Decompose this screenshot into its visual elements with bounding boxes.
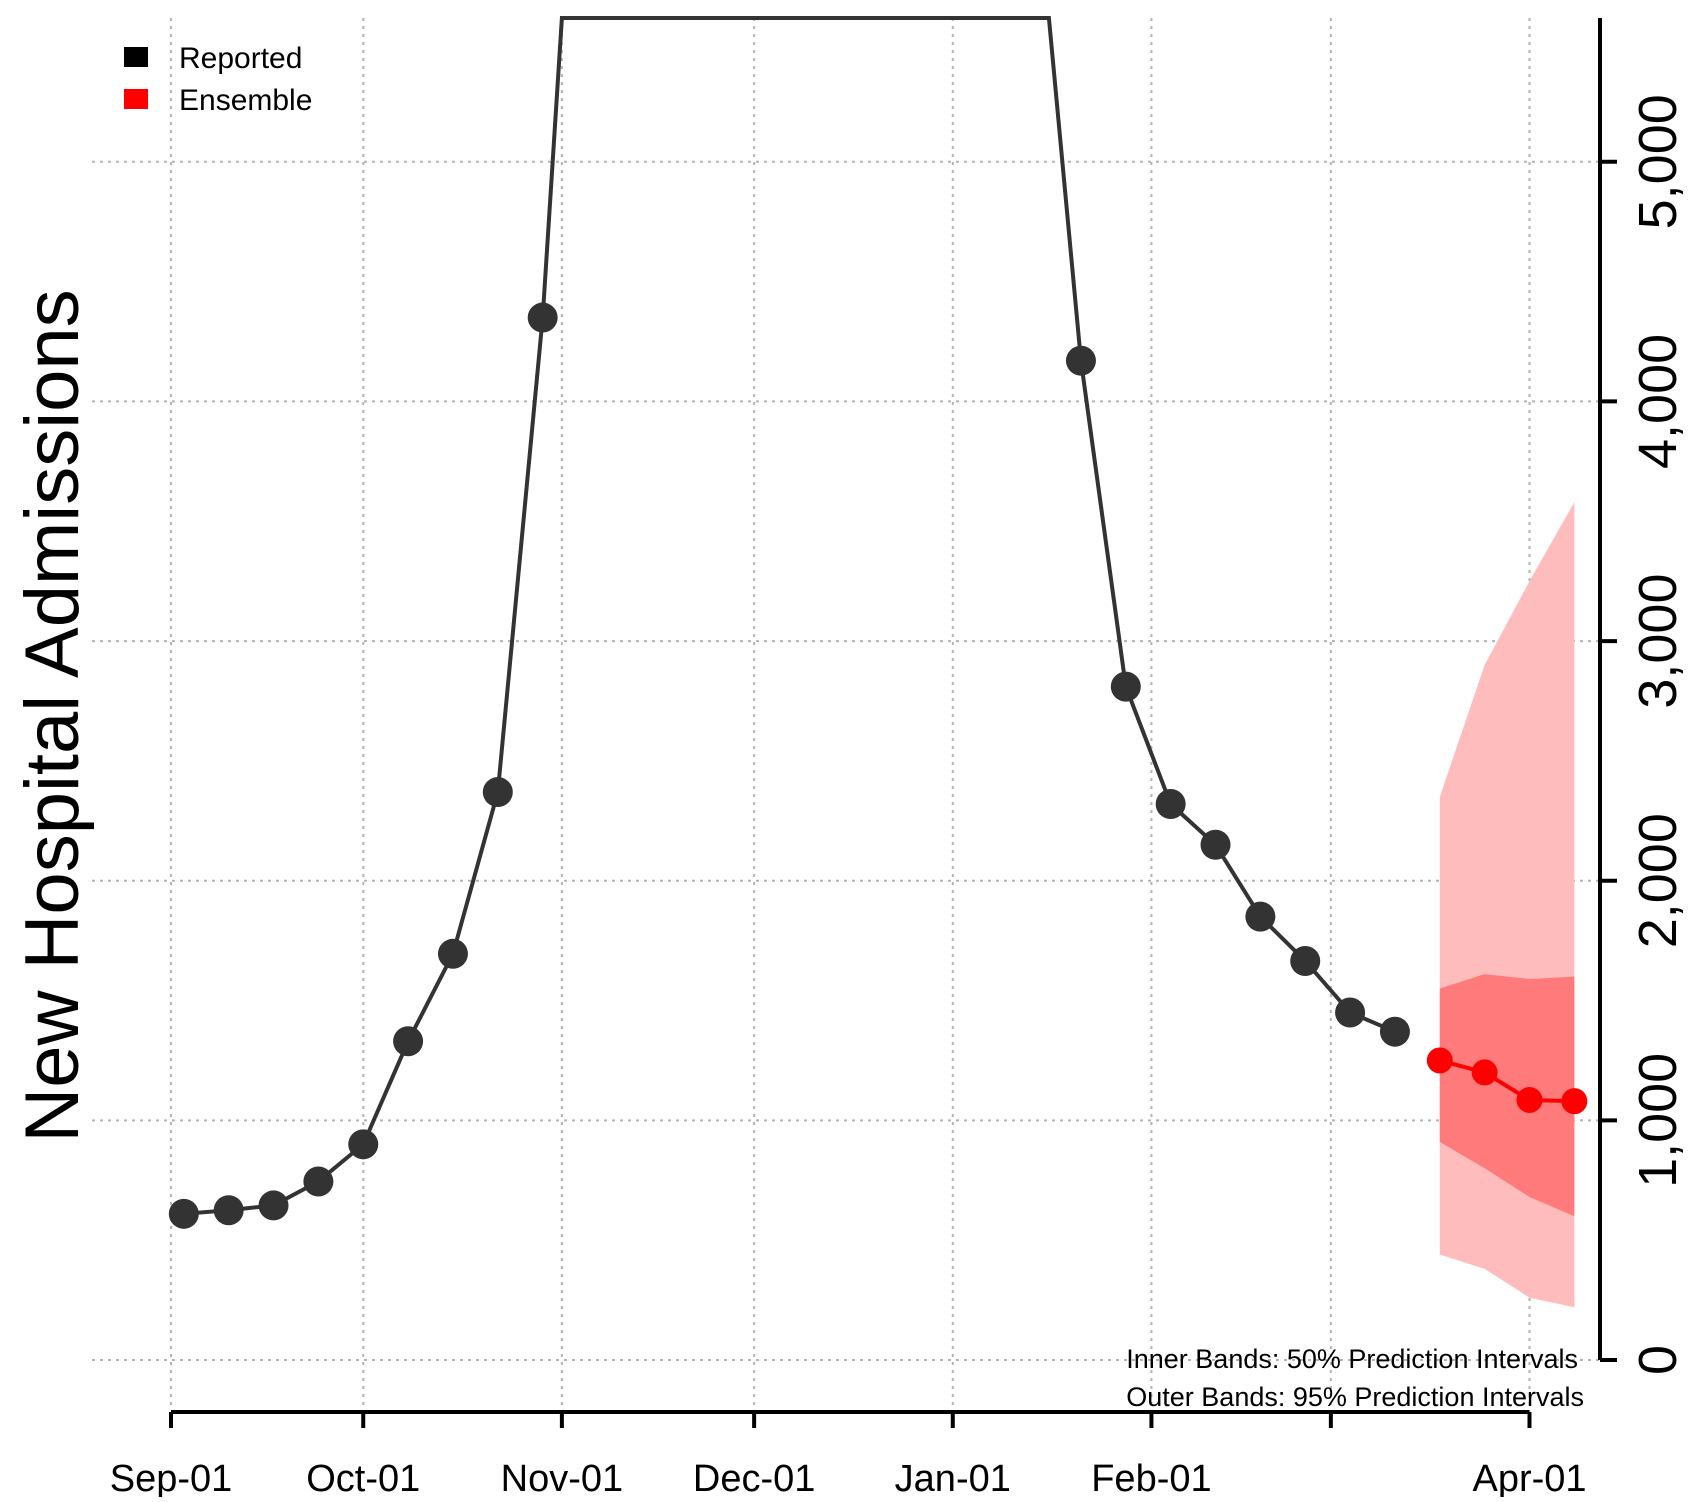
reported-point — [1110, 671, 1141, 702]
ensemble-point — [1426, 1047, 1453, 1074]
reported-point — [1155, 789, 1186, 820]
ensemble-point — [1516, 1086, 1543, 1113]
reported-point — [1379, 1016, 1410, 1047]
y-tick-label: 1,000 — [1628, 1053, 1688, 1188]
legend: Reported Ensemble — [124, 42, 312, 117]
series-points — [168, 302, 1588, 1229]
series-lines — [183, 16, 1575, 1216]
legend-swatch-ensemble — [124, 89, 148, 109]
legend-swatch-reported — [124, 47, 148, 67]
legend-label-ensemble: Ensemble — [179, 84, 312, 117]
axes: 0 1,000 2,000 3,000 4,000 5,000 Sep-01 Oct-01 No… — [110, 18, 1688, 1500]
y-tick-label: 4,000 — [1628, 334, 1688, 469]
reported-point — [437, 938, 468, 969]
reported-line — [183, 16, 1396, 1216]
reported-point — [1065, 345, 1096, 376]
y-tick-label: 3,000 — [1628, 574, 1688, 709]
reported-point — [482, 777, 513, 808]
reported-point — [213, 1195, 244, 1226]
ensemble-point — [1561, 1088, 1588, 1115]
reported-point — [1200, 829, 1231, 860]
reported-point — [1335, 997, 1366, 1028]
grid — [92, 18, 1600, 1408]
reported-point — [1290, 945, 1321, 976]
reported-point — [527, 302, 558, 333]
legend-label-reported: Reported — [179, 42, 302, 75]
ensemble-line — [1439, 1058, 1575, 1104]
ensemble-point — [1471, 1059, 1498, 1086]
reported-point — [258, 1190, 289, 1221]
reported-point — [393, 1026, 424, 1057]
x-tick-label: Sep-01 — [110, 1458, 233, 1497]
annotation-outer-bands: Outer Bands: 95% Prediction Intervals — [1126, 1382, 1584, 1412]
reported-point — [303, 1166, 334, 1197]
x-tick-label: Apr-01 — [1472, 1458, 1586, 1497]
y-axis-label: New Hospital Admissions — [10, 289, 95, 1142]
reported-point — [1245, 901, 1276, 932]
y-tick-label: 5,000 — [1628, 94, 1688, 229]
x-tick-label: Jan-01 — [895, 1458, 1011, 1497]
x-tick-label: Dec-01 — [693, 1458, 816, 1497]
prediction-bands — [1439, 502, 1575, 1308]
band-50-percent — [1439, 974, 1575, 1217]
annotation-inner-bands: Inner Bands: 50% Prediction Intervals — [1126, 1344, 1578, 1374]
x-tick-label: Oct-01 — [306, 1458, 420, 1497]
x-tick-label: Feb-01 — [1091, 1458, 1211, 1497]
y-tick-label: 2,000 — [1628, 813, 1688, 948]
y-tick-label: 0 — [1628, 1345, 1688, 1375]
x-tick-label: Nov-01 — [501, 1458, 624, 1497]
reported-point — [168, 1198, 199, 1229]
reported-point — [348, 1129, 379, 1160]
